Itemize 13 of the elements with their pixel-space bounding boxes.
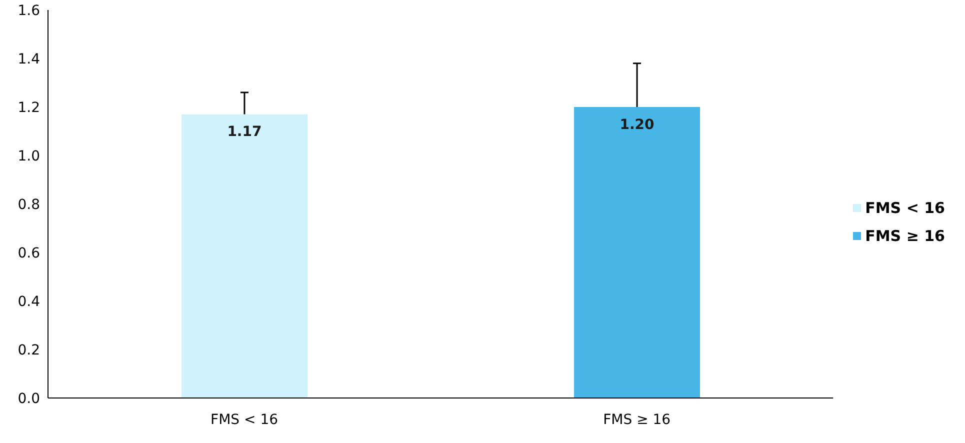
y-tick-label: 0.0: [18, 390, 40, 407]
data-label: 1.17: [227, 124, 262, 140]
data-label: 1.20: [620, 116, 655, 133]
legend-label: FMS ≥ 16: [865, 226, 945, 244]
y-tick-label: 0.2: [18, 342, 40, 358]
y-tick-label: 1.0: [18, 148, 40, 164]
y-tick-label: 0.6: [18, 245, 40, 262]
y-tick-label: 0.8: [18, 196, 40, 213]
y-tick-label: 1.2: [18, 100, 40, 116]
y-tick-label: 1.4: [18, 51, 40, 68]
y-tick-label: 1.6: [18, 2, 40, 19]
legend-label: FMS < 16: [865, 198, 945, 216]
y-tick-label: 0.4: [18, 294, 40, 310]
